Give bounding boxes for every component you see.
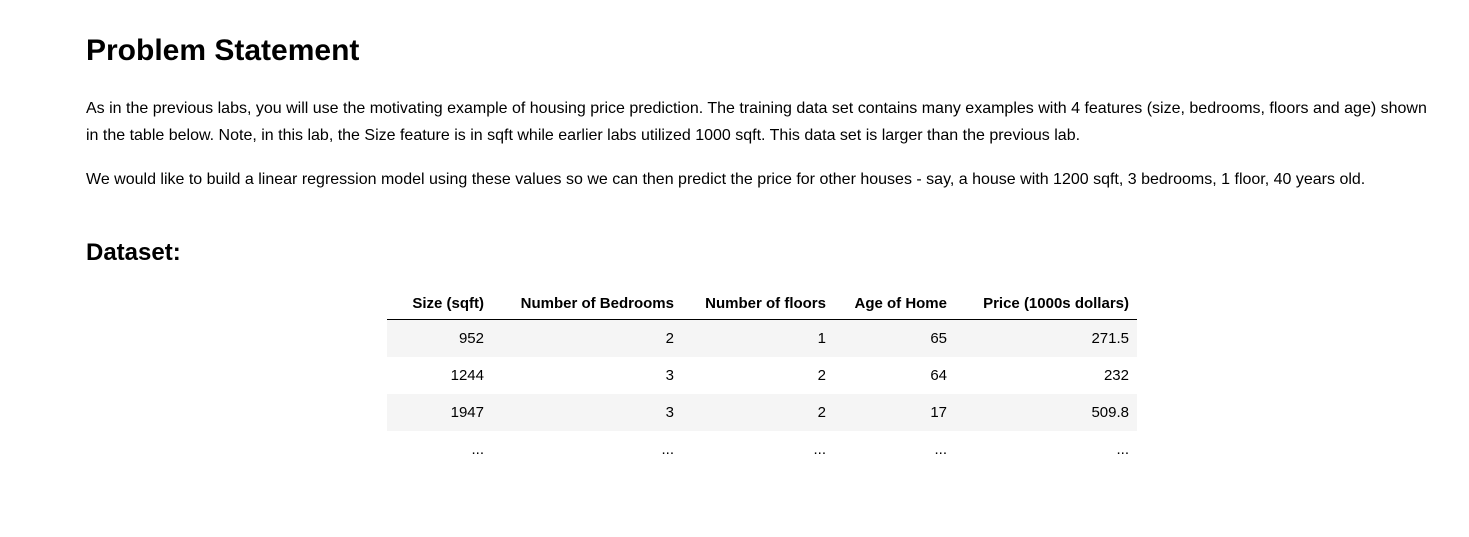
table-cell: 271.5 xyxy=(1091,330,1129,348)
table-row: 1244 3 2 64 232 xyxy=(387,357,1137,394)
dataset-table-head: Size (sqft) Number of Bedrooms Number of… xyxy=(387,288,1137,321)
table-cell: ... xyxy=(813,441,826,459)
table-header-row: Size (sqft) Number of Bedrooms Number of… xyxy=(387,288,1137,321)
table-row-ellipsis: ... ... ... ... ... xyxy=(387,431,1137,468)
table-cell: ... xyxy=(661,441,674,459)
table-cell: ... xyxy=(1116,441,1129,459)
column-header-age: Age of Home xyxy=(834,288,955,321)
dataset-heading: Dataset: xyxy=(86,238,181,266)
table-cell: 3 xyxy=(665,404,674,422)
table-cell: 2 xyxy=(817,367,826,385)
table-cell: 2 xyxy=(817,404,826,422)
table-cell: 952 xyxy=(458,330,484,348)
table-cell: 232 xyxy=(1103,367,1129,385)
table-cell: 3 xyxy=(665,367,674,385)
table-cell: 1 xyxy=(817,330,826,348)
intro-paragraph: As in the previous labs, you will use th… xyxy=(86,99,1427,144)
table-cell: ... xyxy=(934,441,947,459)
table-cell: 2 xyxy=(665,330,674,348)
table-row: 1947 3 2 17 509.8 xyxy=(387,394,1137,432)
dataset-table: Size (sqft) Number of Bedrooms Number of… xyxy=(387,288,1137,468)
table-cell: 64 xyxy=(930,367,947,385)
column-header-bedrooms: Number of Bedrooms xyxy=(492,288,682,321)
document-content: Problem Statement As in the previous lab… xyxy=(86,34,1438,468)
table-cell: 509.8 xyxy=(1091,404,1129,422)
dataset-table-wrapper: Size (sqft) Number of Bedrooms Number of… xyxy=(86,288,1438,468)
table-cell: 1244 xyxy=(450,367,484,385)
goal-paragraph: We would like to build a linear regressi… xyxy=(86,170,1366,188)
table-cell: ... xyxy=(471,441,484,459)
column-header-price: Price (1000s dollars) xyxy=(955,288,1137,321)
column-header-floors: Number of floors xyxy=(682,288,834,321)
table-cell: 65 xyxy=(930,330,947,348)
column-header-size: Size (sqft) xyxy=(387,288,492,321)
table-cell: 1947 xyxy=(450,404,484,422)
dataset-table-body: 952 2 1 65 271.5 1244 3 2 64 232 194 xyxy=(387,319,1137,469)
table-row: 952 2 1 65 271.5 xyxy=(387,319,1137,358)
table-cell: 17 xyxy=(930,404,947,422)
page-title: Problem Statement xyxy=(86,34,360,67)
